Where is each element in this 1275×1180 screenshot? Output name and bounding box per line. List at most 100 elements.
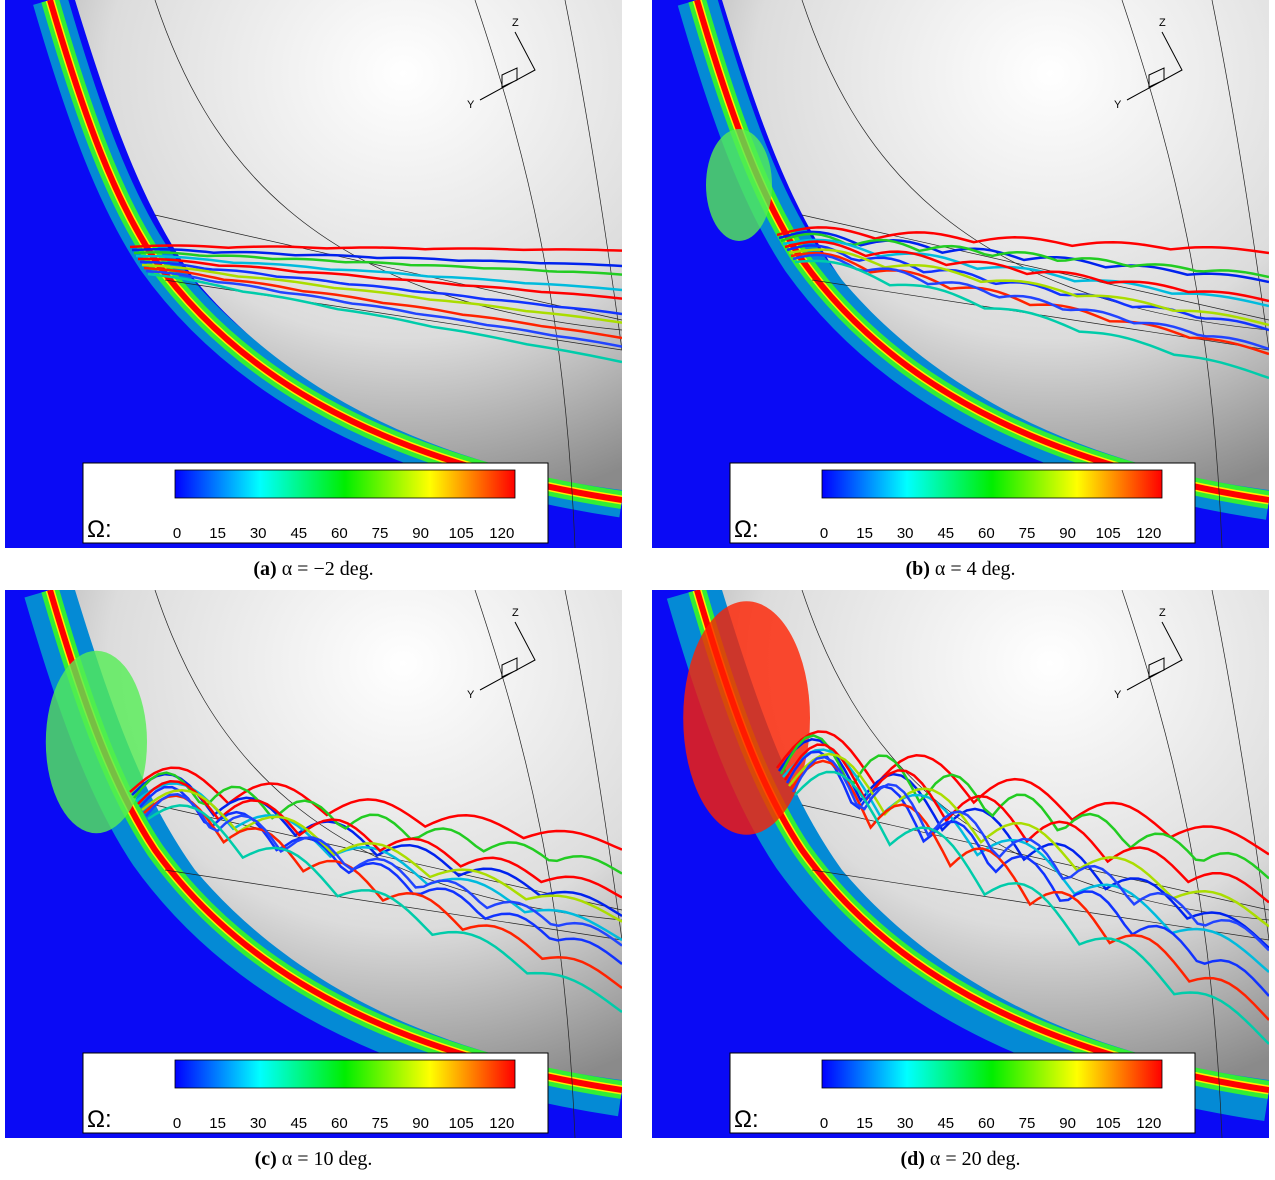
streamline xyxy=(141,263,622,324)
separation-bubble xyxy=(683,601,810,835)
panel-label: (d) xyxy=(900,1148,925,1170)
axis-triad xyxy=(479,31,536,101)
streamline xyxy=(133,771,622,875)
colorbar-tick-label: 60 xyxy=(978,525,995,542)
streamline xyxy=(147,272,622,364)
streamline xyxy=(139,260,622,316)
colorbar-tick-label: 120 xyxy=(1136,525,1161,542)
axis-triad xyxy=(479,621,536,691)
streamline xyxy=(133,251,622,276)
colorbar-tick-label: 105 xyxy=(449,1115,474,1132)
colorbar-tick-label: 90 xyxy=(1059,1115,1076,1132)
colorbar-tick-label: 90 xyxy=(412,1115,429,1132)
streamline xyxy=(794,770,1269,1045)
streamline xyxy=(778,230,1269,284)
colorbar-tick-label: 105 xyxy=(449,525,474,542)
colorbar-tick-label: 15 xyxy=(856,1115,873,1132)
axis-label-z: Z xyxy=(512,17,519,29)
colorbar-tick-label: 75 xyxy=(1019,525,1036,542)
colorbar-tick-label: 0 xyxy=(173,525,181,542)
streamline xyxy=(776,730,1269,856)
colorbar-tick-label: 60 xyxy=(331,1115,348,1132)
streamline xyxy=(135,254,622,292)
panel-caption: (b) α = 4 deg. xyxy=(652,558,1269,581)
panel-label: (a) xyxy=(253,558,277,580)
streamline xyxy=(789,759,1269,1021)
streamline xyxy=(777,738,1269,949)
streamline xyxy=(143,794,622,989)
panel-caption: (d) α = 20 deg. xyxy=(652,1148,1269,1171)
streamline xyxy=(776,226,1269,255)
colorbar xyxy=(821,469,1163,499)
flow-panel: Z Y Ω: 0 15 30 45 60 75 90 105 120 xyxy=(5,590,622,1138)
colorbar-tick-label: 15 xyxy=(856,525,873,542)
streamline xyxy=(141,788,622,923)
colorbar-tick-label: 90 xyxy=(1059,525,1076,542)
axis-triad xyxy=(1126,31,1183,101)
streamline xyxy=(788,752,1269,928)
colorbar-tick-label: 90 xyxy=(412,525,429,542)
streamline xyxy=(788,248,1269,327)
streamline xyxy=(145,269,622,348)
axis-label-z: Z xyxy=(1159,607,1166,619)
panel-caption-text: α = 4 deg. xyxy=(934,558,1016,580)
colorbar-symbol: Ω: xyxy=(734,516,759,543)
axis-triad xyxy=(1126,621,1183,691)
axis-label-y: Y xyxy=(467,689,475,701)
flow-panel: Z Y Ω: 0 15 30 45 60 75 90 105 120 xyxy=(652,0,1269,548)
panel-label: (c) xyxy=(254,1148,277,1170)
streamline xyxy=(791,755,1269,952)
axis-label-z: Z xyxy=(512,607,519,619)
colorbar-tick-label: 0 xyxy=(820,1115,828,1132)
colorbar xyxy=(821,1059,1163,1089)
grid-curve xyxy=(474,0,576,548)
grid-curve xyxy=(154,590,622,921)
grid-curve xyxy=(1121,0,1223,548)
colorbar-symbol: Ω: xyxy=(734,1106,759,1133)
streamline xyxy=(139,785,622,965)
streamline xyxy=(792,253,1269,351)
streamline xyxy=(784,240,1269,303)
colorbar-tick-label: 45 xyxy=(290,525,307,542)
axis-label-y: Y xyxy=(1114,99,1122,111)
panel-caption: (c) α = 10 deg. xyxy=(5,1148,622,1171)
separation-bubble xyxy=(706,129,772,241)
colorbar-symbol: Ω: xyxy=(87,516,112,543)
streamline xyxy=(779,734,1269,880)
streamline xyxy=(782,748,1269,973)
flow-panel: Z Y Ω: 0 15 30 45 60 75 90 105 120 xyxy=(5,0,622,548)
grid-curve xyxy=(564,0,622,351)
colorbar-tick-label: 30 xyxy=(250,1115,267,1132)
axis-label-y: Y xyxy=(1114,689,1122,701)
colorbar-tick-label: 0 xyxy=(173,1115,181,1132)
streamline xyxy=(780,232,1269,279)
grid-curve xyxy=(154,0,622,331)
colorbar-tick-label: 15 xyxy=(209,1115,226,1132)
colorbar-tick-label: 105 xyxy=(1096,525,1121,542)
grid-curve xyxy=(474,590,576,1138)
streamline xyxy=(129,244,622,252)
axis-label-y: Y xyxy=(467,99,475,111)
panel-caption-text: α = −2 deg. xyxy=(281,558,374,580)
colorbar-tick-label: 75 xyxy=(1019,1115,1036,1132)
streamline xyxy=(790,251,1269,356)
streamline xyxy=(145,793,622,947)
panel-label: (b) xyxy=(905,558,930,580)
colorbar-tick-label: 120 xyxy=(1136,1115,1161,1132)
panel-caption-text: α = 20 deg. xyxy=(929,1148,1021,1170)
colorbar-tick-label: 75 xyxy=(372,525,389,542)
colorbar-tick-label: 60 xyxy=(331,525,348,542)
colorbar-tick-label: 45 xyxy=(937,1115,954,1132)
flow-panel: Z Y Ω: 0 15 30 45 60 75 90 105 120 xyxy=(652,590,1269,1138)
axis-lines xyxy=(479,31,536,101)
panel-caption-text: α = 10 deg. xyxy=(281,1148,373,1170)
axis-lines xyxy=(1126,31,1183,101)
axis-label-z: Z xyxy=(1159,17,1166,29)
colorbar-symbol: Ω: xyxy=(87,1106,112,1133)
colorbar xyxy=(174,469,516,499)
colorbar-tick-label: 30 xyxy=(250,525,267,542)
separation-bubble xyxy=(45,650,147,834)
panel-caption: (a) α = −2 deg. xyxy=(5,558,622,581)
colorbar-tick-label: 60 xyxy=(978,1115,995,1132)
